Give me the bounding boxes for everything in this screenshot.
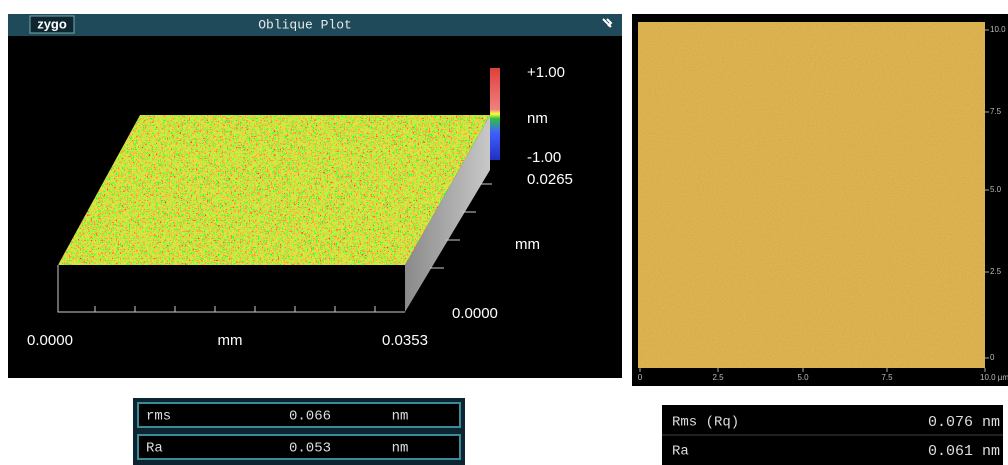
table-row xyxy=(137,434,461,460)
metric-value: 0.061 nm xyxy=(928,443,1000,460)
table-row xyxy=(137,402,461,428)
afm-x-tick: 7.5 xyxy=(881,373,893,382)
afm-x-tick: 5.0 xyxy=(797,373,809,382)
side-face xyxy=(405,115,490,312)
title-bar xyxy=(8,14,622,36)
afm-y-tick: 10.0 xyxy=(990,25,1006,34)
afm-y-tick: 7.5 xyxy=(990,107,1002,116)
afm-x-tick: 0 xyxy=(638,373,643,382)
y-axis-min: 0.0000 xyxy=(452,305,498,322)
scale-min: -1.00 xyxy=(527,149,561,166)
window-title: Oblique Plot xyxy=(258,17,352,32)
x-axis-max: 0.0353 xyxy=(382,332,428,349)
y-axis-max: 0.0265 xyxy=(527,171,573,188)
metric-unit: nm xyxy=(392,441,409,457)
metric-value: 0.053 xyxy=(289,441,331,457)
brand-badge xyxy=(29,15,75,34)
scale-unit: nm xyxy=(527,110,548,127)
metric-unit: nm xyxy=(392,409,409,425)
metric-name: Ra xyxy=(672,444,689,460)
metric-value: 0.066 xyxy=(289,409,331,425)
scale-max: +1.00 xyxy=(527,64,565,81)
metric-name: Rms (Rq) xyxy=(672,415,739,431)
brand: zygo xyxy=(37,16,67,31)
afm-y-tick: 0 xyxy=(990,353,995,362)
afm-image xyxy=(638,22,985,368)
metric-name: Ra xyxy=(146,441,163,457)
x-ticks xyxy=(94,306,376,312)
x-axis-unit: mm xyxy=(218,332,243,349)
y-axis-unit: mm xyxy=(515,236,540,253)
afm-x-tick: 10.0 µm xyxy=(980,373,1008,382)
y-ticks xyxy=(430,183,492,269)
left-table: rms 0.066 nm Ra 0.053 nm xyxy=(133,398,465,465)
surface xyxy=(58,115,490,265)
afm-x-tick: 2.5 xyxy=(712,373,724,382)
metric-name: rms xyxy=(146,409,171,425)
base-frame xyxy=(57,265,405,313)
afm-ticks xyxy=(639,29,989,372)
afm-y-tick: 5.0 xyxy=(990,185,1002,194)
oblique-window: zygo Oblique Plot +1.00 nm -1.00 0.0265 … xyxy=(8,14,622,378)
tool-icon[interactable] xyxy=(602,18,613,28)
color-bar xyxy=(490,68,500,160)
afm-y-tick: 2.5 xyxy=(990,267,1002,276)
x-axis-min: 0.0000 xyxy=(27,332,73,349)
afm-window: 10.0 7.5 5.0 2.5 0 0 2.5 5.0 7.5 10.0 µm xyxy=(632,14,1008,386)
right-table: Rms (Rq) 0.076 nm Ra 0.061 nm xyxy=(662,405,1003,465)
metric-value: 0.076 nm xyxy=(928,414,1000,431)
